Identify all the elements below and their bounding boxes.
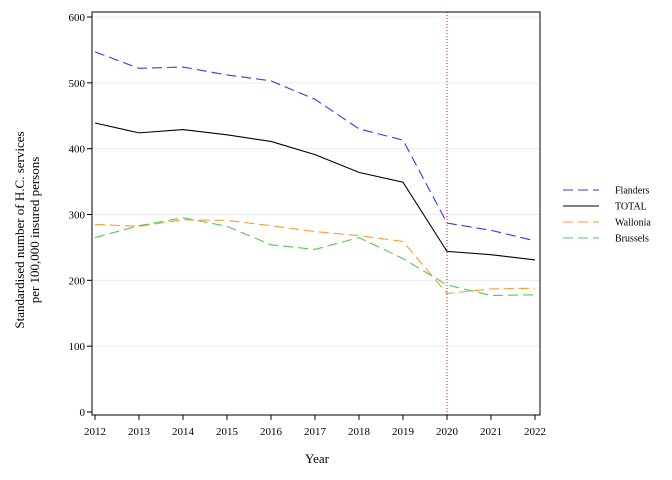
x-tick-label: 2021 <box>480 426 502 438</box>
series-lines <box>94 51 536 297</box>
legend-label: TOTAL <box>615 202 647 213</box>
series-line-brussels <box>94 217 536 297</box>
x-tick-label: 2022 <box>524 426 546 438</box>
y-tick-label: 0 <box>80 407 86 419</box>
x-tick-label: 2017 <box>304 426 327 438</box>
series-line-flanders <box>94 51 536 242</box>
y-tick-label: 200 <box>69 275 86 287</box>
y-tick-label: 100 <box>69 341 86 353</box>
x-tick-label: 2018 <box>348 426 371 438</box>
x-axis-title: Year <box>305 451 330 466</box>
x-tick-label: 2020 <box>436 426 459 438</box>
y-axis-title-line-1: Standardised number of H.C. services <box>12 131 27 328</box>
legend-label: Brussels <box>615 234 649 245</box>
x-tick-label: 2012 <box>84 426 106 438</box>
legend-label: Wallonia <box>615 218 651 229</box>
plot-frame <box>91 11 541 416</box>
y-axis: 0 100 200 300 400 500 600 <box>69 12 92 419</box>
x-tick-label: 2015 <box>216 426 239 438</box>
x-tick-label: 2014 <box>172 426 195 438</box>
legend: Flanders TOTAL Wallonia Brussels <box>563 186 651 245</box>
series-line-total <box>94 122 536 261</box>
x-axis: 2012 2013 2014 2015 2016 2017 2018 2019 2020 2021… <box>84 415 546 438</box>
x-tick-label: 2019 <box>392 426 415 438</box>
legend-label: Flanders <box>615 186 650 197</box>
y-tick-label: 300 <box>69 210 86 222</box>
y-axis-title-line-2: per 100,000 insured persons <box>27 157 42 304</box>
series-line-wallonia <box>94 219 536 295</box>
x-tick-label: 2016 <box>260 426 283 438</box>
gridlines <box>92 16 540 347</box>
x-tick-label: 2013 <box>128 426 151 438</box>
y-tick-label: 600 <box>69 12 86 24</box>
y-tick-label: 400 <box>69 144 86 156</box>
y-tick-label: 500 <box>69 78 86 90</box>
y-axis-title: Standardised number of H.C. services per… <box>12 131 42 328</box>
